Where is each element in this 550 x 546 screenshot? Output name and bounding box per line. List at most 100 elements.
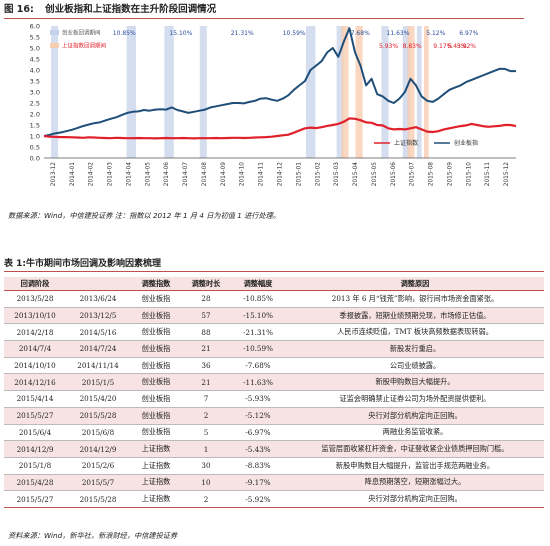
legend-label-sh-band: 上证指数回调期间 <box>62 42 106 50</box>
cyb-pullback-label: 15.10% <box>169 30 192 37</box>
cell-duration: 21 <box>182 340 230 358</box>
cyb-pullback-label: 21.31% <box>231 30 254 37</box>
pullback-band-cyb <box>305 26 316 158</box>
cyb-pullback-label: 5.12% <box>426 30 445 37</box>
col-header-reason: 调整原因 <box>286 277 544 291</box>
cell-index: 上证指数 <box>130 440 182 458</box>
table-row: 2014/2/18 2014/5/16 创业板指 88 -21.31% 人民币连续贬值，T… <box>4 323 544 342</box>
x-tick-label: 2014-07 <box>183 162 189 187</box>
cell-duration: 88 <box>182 323 230 342</box>
x-tick-label: 2015-12 <box>504 162 510 187</box>
x-tick-label: 2014-05 <box>145 162 151 187</box>
table-body: 2013/5/28 2013/6/24 创业板指 28 -10.85% 2013 年 6 … <box>4 290 544 508</box>
table-row: 2015/5/27 2015/5/28 上证指数 2 -5.92% 央行对部分机构定向正回… <box>4 490 544 508</box>
x-tick-label: 2015-09 <box>447 162 453 187</box>
col-header-period-end <box>66 277 130 291</box>
pullback-band-cyb <box>381 26 389 158</box>
x-tick-label: 2015-04 <box>353 162 359 187</box>
col-header-period: 回调阶段 <box>4 277 66 291</box>
pullback-band-cyb <box>402 26 410 158</box>
y-tick-label: 1.5 <box>30 122 40 130</box>
x-tick-label: 2014-03 <box>108 162 114 187</box>
pullback-band-cyb <box>336 26 344 158</box>
cell-magnitude: -5.93% <box>230 390 286 408</box>
table-row: 2015/5/27 2015/5/28 创业板指 2 -5.12% 央行对部分机构定向正回… <box>4 407 544 425</box>
cell-start: 2015/4/28 <box>4 474 66 492</box>
sh-pullback-label: 5.92% <box>457 43 476 50</box>
cell-index: 创业板指 <box>130 373 182 392</box>
cell-magnitude: -15.10% <box>230 307 286 325</box>
cell-start: 2014/12/16 <box>4 373 66 392</box>
cell-end: 2013/6/24 <box>66 290 130 308</box>
table-row: 2015/4/14 2015/4/20 创业板指 7 -5.93% 证监会明确禁止证券公司… <box>4 390 544 408</box>
legend-label-cyb-band: 创业板回调期间 <box>62 29 101 37</box>
y-tick-label: 6.0 <box>30 23 40 31</box>
y-tick-label: 2.5 <box>30 100 40 108</box>
table-row: 2014/12/16 2015/1/5 创业板指 21 -11.63% 新股申购数目大幅提… <box>4 373 544 392</box>
cell-start: 2015/6/4 <box>4 424 66 442</box>
x-tick-label: 2014-04 <box>126 162 132 187</box>
cell-start: 2014/12/9 <box>4 440 66 458</box>
cell-reason: 季报披露，短期业绩预期兑现，市场修正估值。 <box>286 307 544 325</box>
figure-note: 数据来源：Wind，中信建投证券 注：指数以 2012 年 1 月 4 日为初值… <box>8 211 281 220</box>
chart-area: 0.0 0.5 1.0 1.5 2.0 2.5 3.0 3.5 4.0 4.5 5.0 5.5 6.0 2… <box>4 22 528 210</box>
cell-index: 创业板指 <box>130 390 182 408</box>
table-title: 表 1:牛市期间市场回调及影响因素梳理 <box>4 258 544 272</box>
cell-start: 2014/7/4 <box>4 340 66 358</box>
cell-index: 创业板指 <box>130 307 182 325</box>
x-tick-label: 2015-01 <box>296 162 302 187</box>
x-tick-label: 2014-10 <box>240 162 246 187</box>
cell-start: 2015/5/27 <box>4 490 66 508</box>
cyb-pullback-label: 10.59% <box>283 30 306 37</box>
sh-pullback-label: 8.83% <box>403 43 422 50</box>
cell-end: 2014/11/14 <box>66 357 130 375</box>
table-row: 2013/10/10 2013/12/5 创业板指 57 -15.10% 季报披露，短期业… <box>4 307 544 325</box>
cell-duration: 36 <box>182 357 230 375</box>
legend-label-sh: 上证指数 <box>394 139 418 147</box>
cell-magnitude: -9.17% <box>230 474 286 492</box>
table-row: 2015/6/4 2015/6/8 创业板指 5 -6.97% 两融业务监管收紧。 <box>4 424 544 442</box>
cell-reason: 2013 年 6 月“钱荒”影响，银行间市场资金面紧张。 <box>286 290 544 308</box>
y-tick-label: 5.0 <box>30 45 40 53</box>
pullback-band-sh <box>423 26 429 158</box>
y-tick-label: 4.0 <box>30 67 40 75</box>
x-tick-label: 2014-11 <box>259 162 265 187</box>
cell-duration: 2 <box>182 407 230 425</box>
x-tick-label: 2013-12 <box>51 162 57 187</box>
y-tick-label: 0.0 <box>30 155 40 163</box>
cell-duration: 1 <box>182 440 230 458</box>
cell-end: 2014/12/9 <box>66 440 130 458</box>
x-tick-label: 2015-02 <box>315 162 321 187</box>
table-row: 2013/5/28 2013/6/24 创业板指 28 -10.85% 2013 年 6 … <box>4 290 544 308</box>
cell-duration: 30 <box>182 457 230 475</box>
cell-start: 2015/5/27 <box>4 407 66 425</box>
cell-reason: 公司业绩披露。 <box>286 357 544 375</box>
table-source: 资料来源：Wind，新华社，新浪财经，中信建投证券 <box>8 531 178 540</box>
pullback-band-sh <box>407 26 415 158</box>
cell-index: 创业板指 <box>130 340 182 358</box>
cell-reason: 央行对部分机构定向正回购。 <box>286 407 544 425</box>
cell-end: 2015/6/8 <box>66 424 130 442</box>
pullback-table: 回调阶段 调整指数 调整时长 调整幅度 调整原因 2013/5/28 2013/6… <box>4 277 544 508</box>
table-row: 2014/12/9 2014/12/9 上证指数 1 -5.43% 监管层面收紧杠杆资金，… <box>4 440 544 458</box>
x-tick-label: 2015-03 <box>334 162 340 187</box>
pullback-band-sh <box>355 26 363 158</box>
cell-reason: 人民币连续贬值，TMT 板块高频数据表现转弱。 <box>286 323 544 342</box>
cell-reason: 新股申购数目大幅提升。 <box>286 373 544 392</box>
cell-index: 创业板指 <box>130 290 182 308</box>
pullback-band-cyb <box>126 26 137 158</box>
x-tick-label: 2015-07 <box>410 162 416 187</box>
cell-end: 2015/5/28 <box>66 407 130 425</box>
cell-start: 2013/5/28 <box>4 290 66 308</box>
x-tick-label: 2014-06 <box>164 162 170 187</box>
series-line-cyb <box>43 27 516 137</box>
cell-reason: 新股申购数目大幅提升，监管出手规范两融业务。 <box>286 457 544 475</box>
table-row: 2015/4/28 2015/5/7 上证指数 10 -9.17% 降息预期落空，短期涨幅… <box>4 474 544 492</box>
x-tick-label: 2014-01 <box>70 162 76 187</box>
cell-magnitude: -10.59% <box>230 340 286 358</box>
cell-start: 2014/2/18 <box>4 323 66 342</box>
y-tick-label: 3.5 <box>30 78 40 86</box>
col-header-index: 调整指数 <box>130 277 182 291</box>
cell-reason: 两融业务监管收紧。 <box>286 424 544 442</box>
cell-reason: 新股发行重启。 <box>286 340 544 358</box>
